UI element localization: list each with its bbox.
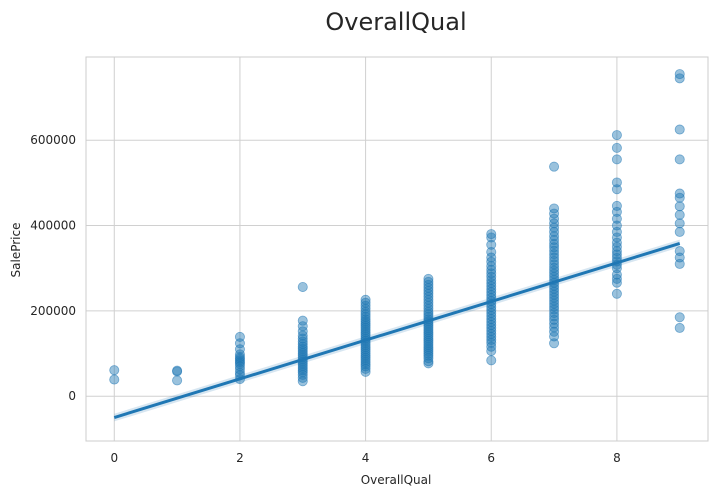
data-point	[611, 130, 622, 141]
data-point	[423, 353, 434, 364]
data-point	[674, 124, 685, 135]
data-point	[674, 73, 685, 84]
data-point	[549, 307, 560, 318]
data-point	[549, 242, 560, 253]
data-point	[486, 261, 497, 272]
data-point	[549, 304, 560, 315]
data-point	[297, 281, 308, 292]
x-tick-label: 8	[613, 451, 621, 465]
data-point	[297, 372, 308, 383]
data-point	[549, 249, 560, 260]
data-point	[360, 303, 371, 314]
data-point	[109, 365, 120, 376]
x-tick-label: 6	[487, 451, 495, 465]
plot-frame	[85, 56, 709, 442]
data-point	[674, 192, 685, 203]
data-point	[360, 366, 371, 377]
data-point	[486, 334, 497, 345]
y-tick-labels: 0 200000 400000 600000	[30, 133, 76, 403]
data-point	[549, 338, 560, 349]
data-point	[611, 277, 622, 288]
data-point	[172, 366, 183, 377]
data-point	[611, 177, 622, 188]
data-point	[549, 231, 560, 242]
data-point	[611, 206, 622, 217]
data-point	[611, 246, 622, 257]
data-point	[674, 258, 685, 269]
data-point	[674, 218, 685, 229]
x-tick-label: 0	[110, 451, 118, 465]
grid	[86, 57, 708, 441]
y-axis-label: SalePrice	[9, 223, 23, 278]
y-tick-label: 600000	[30, 133, 76, 147]
y-tick-label: 200000	[30, 304, 76, 318]
data-point	[611, 213, 622, 224]
data-point	[486, 232, 497, 243]
data-point	[172, 375, 183, 386]
data-points	[109, 69, 685, 387]
data-point	[674, 201, 685, 212]
data-point	[549, 311, 560, 322]
data-point	[674, 312, 685, 323]
data-point	[423, 303, 434, 314]
data-point	[611, 273, 622, 284]
data-point	[611, 226, 622, 237]
y-tick-label: 0	[68, 389, 76, 403]
data-point	[486, 229, 497, 240]
data-point	[674, 226, 685, 237]
data-point	[549, 235, 560, 246]
data-point	[674, 154, 685, 165]
data-point	[611, 154, 622, 165]
data-point	[297, 376, 308, 387]
data-point	[423, 350, 434, 361]
data-point	[549, 245, 560, 256]
data-point	[549, 318, 560, 329]
x-tick-label: 4	[362, 451, 370, 465]
data-point	[486, 268, 497, 279]
data-point	[486, 246, 497, 257]
data-point	[360, 306, 371, 317]
data-point	[297, 333, 308, 344]
x-tick-label: 2	[236, 451, 244, 465]
data-point	[549, 238, 560, 249]
data-point	[423, 306, 434, 317]
data-point	[486, 337, 497, 348]
data-point	[486, 239, 497, 250]
data-point	[486, 355, 497, 366]
data-point	[109, 374, 120, 385]
data-point	[549, 252, 560, 263]
data-point	[297, 315, 308, 326]
data-point	[549, 161, 560, 172]
data-point	[486, 264, 497, 275]
data-point	[674, 322, 685, 333]
data-point	[611, 288, 622, 299]
data-point	[674, 209, 685, 220]
data-point	[611, 249, 622, 260]
data-point	[486, 345, 497, 356]
data-point	[360, 361, 371, 372]
data-point	[611, 142, 622, 153]
data-point	[611, 184, 622, 195]
x-axis-label: OverallQual	[361, 473, 432, 487]
data-point	[549, 255, 560, 266]
chart-title: OverallQual	[325, 8, 466, 36]
data-point	[423, 358, 434, 369]
y-tick-label: 400000	[30, 219, 76, 233]
regression-line	[113, 242, 681, 419]
x-tick-labels: 0 2 4 6 8	[110, 451, 620, 465]
data-point	[549, 314, 560, 325]
data-point	[360, 363, 371, 374]
data-point	[549, 203, 560, 214]
data-point	[549, 208, 560, 219]
data-point	[549, 331, 560, 342]
